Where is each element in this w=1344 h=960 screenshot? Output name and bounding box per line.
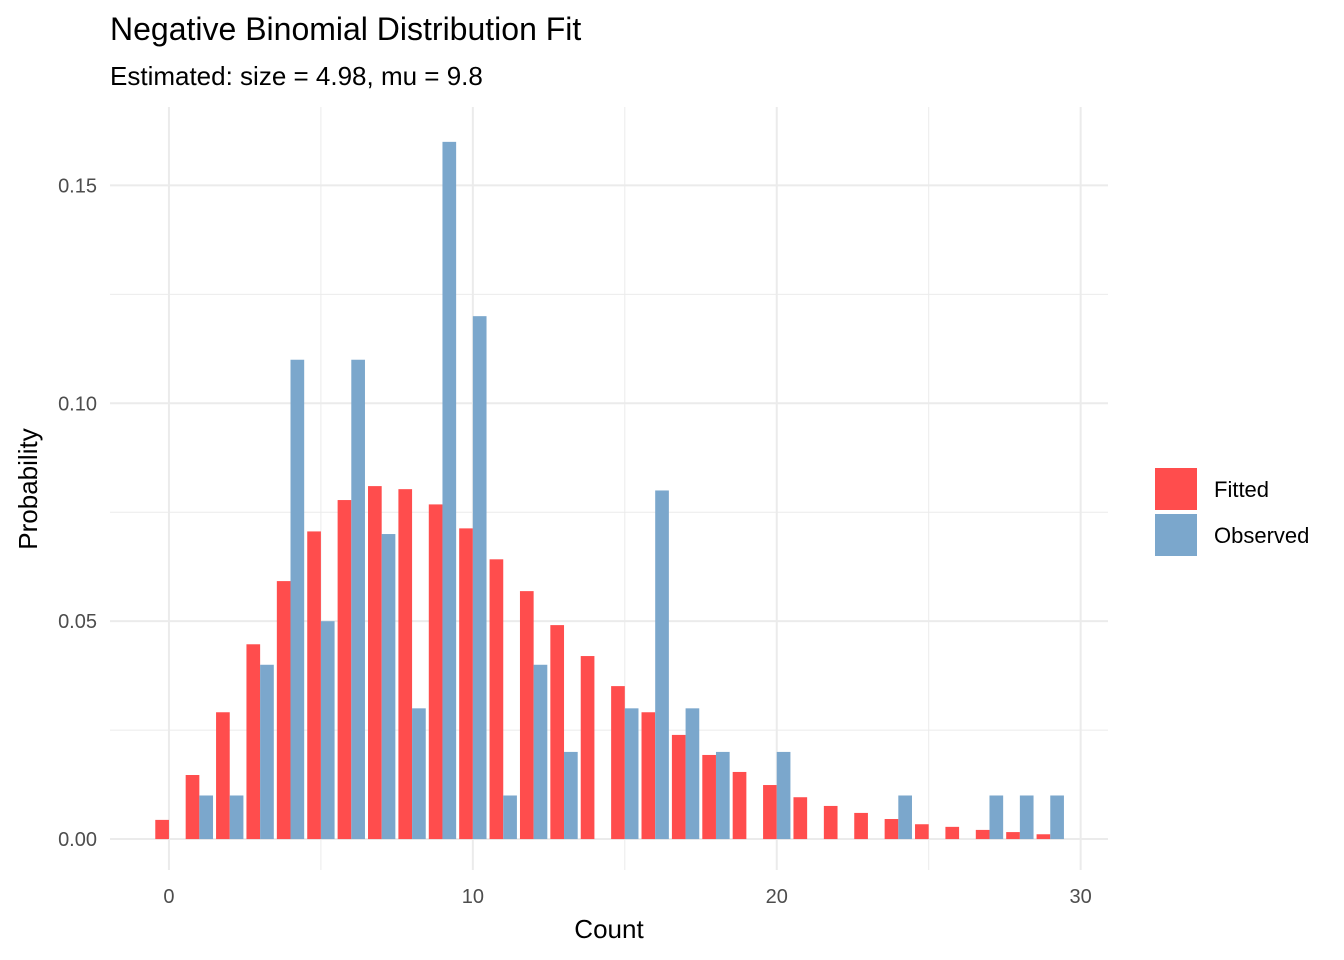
bar-fitted [763, 785, 777, 840]
bar-observed [776, 751, 791, 840]
bar-observed [715, 751, 730, 840]
legend-label-observed: Observed [1214, 523, 1309, 548]
bar-observed [442, 141, 457, 840]
bar-observed [624, 708, 639, 840]
bar-fitted [489, 559, 504, 840]
bar-fitted [1036, 834, 1051, 840]
x-axis-ticks: 0 10 20 30 [163, 886, 1091, 908]
bar-observed [472, 316, 487, 840]
bar-fitted [368, 486, 382, 840]
bar-fitted [519, 591, 534, 840]
x-axis-label: Count [574, 914, 644, 944]
bar-fitted [793, 797, 808, 840]
bar-observed [290, 359, 305, 840]
bar-observed [533, 664, 548, 840]
bar-observed [503, 795, 517, 840]
chart-title: Negative Binomial Distribution Fit [110, 11, 581, 47]
bar-fitted [975, 829, 990, 840]
bar-fitted [945, 826, 960, 840]
bar-fitted [915, 824, 929, 840]
bar-fitted [854, 812, 868, 840]
bar-fitted [671, 734, 686, 840]
bar-observed [229, 795, 244, 840]
legend-key-observed [1155, 514, 1197, 556]
bar-observed [685, 708, 700, 840]
y-tick-label: 0.00 [58, 829, 97, 851]
bar-fitted [246, 644, 261, 840]
bar-fitted [823, 805, 838, 840]
y-axis-ticks: 0.00 0.05 0.10 0.15 [58, 175, 97, 851]
bar-observed [655, 490, 669, 840]
y-tick-label: 0.15 [58, 175, 97, 197]
bar-fitted [459, 528, 473, 840]
x-tick-label: 10 [462, 886, 484, 908]
bar-observed [989, 795, 1004, 840]
bar-fitted [216, 712, 230, 840]
bars [155, 141, 1064, 840]
bar-observed [199, 795, 214, 840]
bar-fitted [580, 656, 595, 840]
bar-fitted [185, 775, 200, 840]
bar-observed [898, 795, 912, 840]
legend-key-fitted [1155, 468, 1197, 510]
legend-label-fitted: Fitted [1214, 477, 1269, 502]
bar-fitted [884, 819, 899, 840]
bar-fitted [307, 531, 321, 840]
bar-fitted [398, 489, 413, 840]
bar-observed [260, 664, 274, 840]
bar-fitted [732, 771, 747, 840]
bar-fitted [276, 581, 291, 840]
bar-observed [351, 359, 365, 840]
grid [110, 107, 1108, 870]
bar-fitted [155, 819, 169, 840]
x-tick-label: 0 [163, 886, 174, 908]
bar-fitted [702, 754, 716, 840]
bar-observed [381, 534, 396, 840]
y-tick-label: 0.05 [58, 611, 97, 633]
bar-observed [1050, 795, 1064, 840]
bar-fitted [428, 504, 443, 840]
bar-observed [1019, 795, 1034, 840]
y-axis-label: Probability [13, 428, 43, 549]
bar-observed [412, 708, 426, 840]
x-tick-label: 20 [766, 886, 788, 908]
bar-fitted [641, 712, 656, 840]
bar-observed [320, 621, 335, 840]
chart-subtitle: Estimated: size = 4.98, mu = 9.8 [110, 61, 483, 91]
y-tick-label: 0.10 [58, 393, 97, 415]
x-tick-label: 30 [1070, 886, 1092, 908]
legend: Fitted Observed [1155, 468, 1309, 556]
bar-observed [564, 751, 578, 840]
bar-fitted [550, 625, 565, 840]
bar-fitted [611, 686, 625, 840]
bar-fitted [1006, 832, 1020, 840]
bar-fitted [337, 500, 352, 840]
